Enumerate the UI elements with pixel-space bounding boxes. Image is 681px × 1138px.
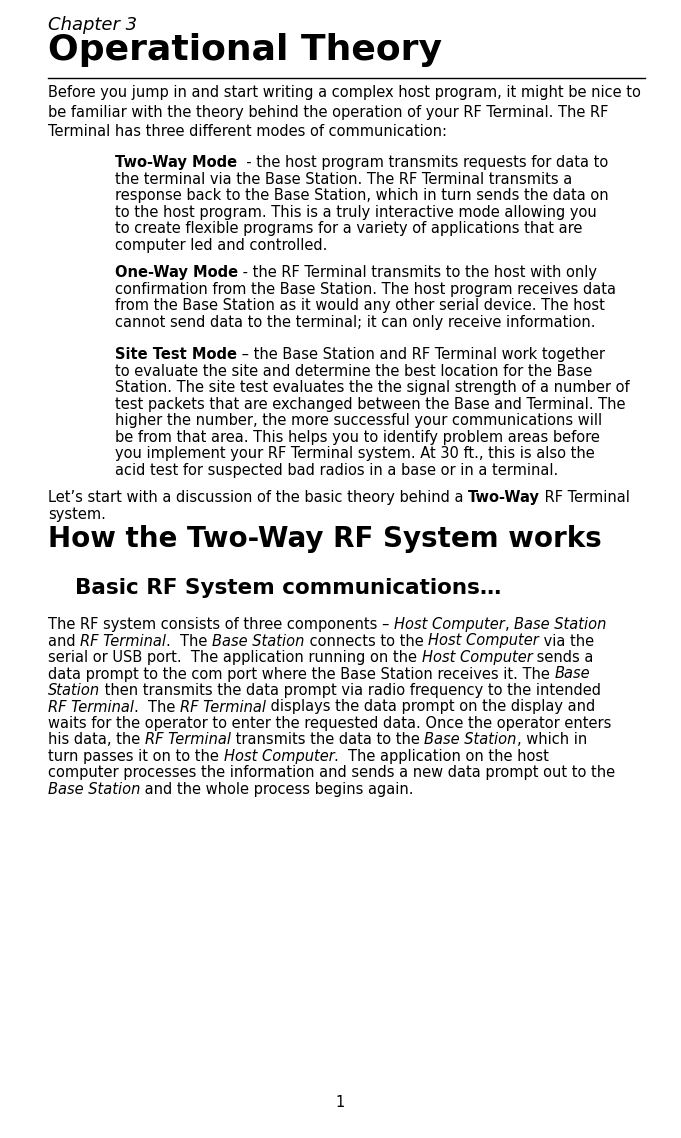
Text: Host Computer: Host Computer [394, 617, 505, 632]
Text: to the host program. This is a truly interactive mode allowing you: to the host program. This is a truly int… [115, 205, 597, 220]
Text: Station: Station [48, 683, 100, 698]
Text: Host Computer: Host Computer [422, 650, 533, 665]
Text: One-Way Mode: One-Way Mode [115, 265, 238, 280]
Text: Two-Way: Two-Way [468, 490, 540, 505]
Text: turn passes it on to the: turn passes it on to the [48, 749, 223, 764]
Text: transmits the data to the: transmits the data to the [231, 733, 424, 748]
Text: to create flexible programs for a variety of applications that are: to create flexible programs for a variet… [115, 221, 582, 236]
Text: Operational Theory: Operational Theory [48, 33, 442, 67]
Text: ,: , [505, 617, 514, 632]
Text: Base: Base [554, 667, 590, 682]
Text: .  The: . The [134, 700, 180, 715]
Text: you implement your RF Terminal system. At 30 ft., this is also the: you implement your RF Terminal system. A… [115, 446, 595, 461]
Text: confirmation from the Base Station. The host program receives data: confirmation from the Base Station. The … [115, 281, 616, 297]
Text: .  The application on the host: . The application on the host [334, 749, 549, 764]
Text: Host Computer: Host Computer [223, 749, 334, 764]
Text: computer led and controlled.: computer led and controlled. [115, 238, 328, 253]
Text: Two-Way Mode: Two-Way Mode [115, 155, 237, 170]
Text: How the Two-Way RF System works: How the Two-Way RF System works [48, 525, 602, 553]
Text: waits for the operator to enter the requested data. Once the operator enters: waits for the operator to enter the requ… [48, 716, 612, 731]
Text: Before you jump in and start writing a complex host program, it might be nice to: Before you jump in and start writing a c… [48, 85, 641, 139]
Text: RF Terminal: RF Terminal [540, 490, 630, 505]
Text: Station. The site test evaluates the the signal strength of a number of: Station. The site test evaluates the the… [115, 380, 630, 395]
Text: – the Base Station and RF Terminal work together: – the Base Station and RF Terminal work … [237, 347, 605, 362]
Text: serial or USB port.  The application running on the: serial or USB port. The application runn… [48, 650, 422, 665]
Text: test packets that are exchanged between the Base and Terminal. The: test packets that are exchanged between … [115, 396, 626, 412]
Text: be from that area. This helps you to identify problem areas before: be from that area. This helps you to ide… [115, 429, 600, 445]
Text: Base Station: Base Station [424, 733, 517, 748]
Text: cannot send data to the terminal; it can only receive information.: cannot send data to the terminal; it can… [115, 314, 595, 330]
Text: data prompt to the com port where the Base Station receives it. The: data prompt to the com port where the Ba… [48, 667, 554, 682]
Text: 1: 1 [336, 1095, 345, 1110]
Text: Base Station: Base Station [48, 782, 140, 797]
Text: The RF system consists of three components –: The RF system consists of three componen… [48, 617, 394, 632]
Text: computer processes the information and sends a new data prompt out to the: computer processes the information and s… [48, 766, 615, 781]
Text: Site Test Mode: Site Test Mode [115, 347, 237, 362]
Text: Base Station: Base Station [514, 617, 606, 632]
Text: response back to the Base Station, which in turn sends the data on: response back to the Base Station, which… [115, 188, 609, 203]
Text: connects to the: connects to the [304, 634, 428, 649]
Text: sends a: sends a [533, 650, 594, 665]
Text: - the host program transmits requests for data to: - the host program transmits requests fo… [237, 155, 608, 170]
Text: the terminal via the Base Station. The RF Terminal transmits a: the terminal via the Base Station. The R… [115, 172, 572, 187]
Text: Chapter 3: Chapter 3 [48, 16, 137, 34]
Text: RF Terminal: RF Terminal [48, 700, 134, 715]
Text: acid test for suspected bad radios in a base or in a terminal.: acid test for suspected bad radios in a … [115, 462, 558, 478]
Text: RF Terminal: RF Terminal [180, 700, 266, 715]
Text: his data, the: his data, the [48, 733, 145, 748]
Text: displays the data prompt on the display and: displays the data prompt on the display … [266, 700, 595, 715]
Text: to evaluate the site and determine the best location for the Base: to evaluate the site and determine the b… [115, 363, 592, 379]
Text: Let’s start with a discussion of the basic theory behind a: Let’s start with a discussion of the bas… [48, 490, 468, 505]
Text: - the RF Terminal transmits to the host with only: - the RF Terminal transmits to the host … [238, 265, 597, 280]
Text: Basic RF System communications…: Basic RF System communications… [75, 578, 501, 597]
Text: then transmits the data prompt via radio frequency to the intended: then transmits the data prompt via radio… [100, 683, 601, 698]
Text: RF Terminal: RF Terminal [80, 634, 166, 649]
Text: via the: via the [539, 634, 594, 649]
Text: from the Base Station as it would any other serial device. The host: from the Base Station as it would any ot… [115, 298, 605, 313]
Text: system.: system. [48, 506, 106, 521]
Text: and: and [48, 634, 80, 649]
Text: RF Terminal: RF Terminal [145, 733, 231, 748]
Text: , which in: , which in [517, 733, 587, 748]
Text: Base Station: Base Station [212, 634, 304, 649]
Text: Host Computer: Host Computer [428, 634, 539, 649]
Text: and the whole process begins again.: and the whole process begins again. [140, 782, 414, 797]
Text: .  The: . The [166, 634, 212, 649]
Text: higher the number, the more successful your communications will: higher the number, the more successful y… [115, 413, 602, 428]
